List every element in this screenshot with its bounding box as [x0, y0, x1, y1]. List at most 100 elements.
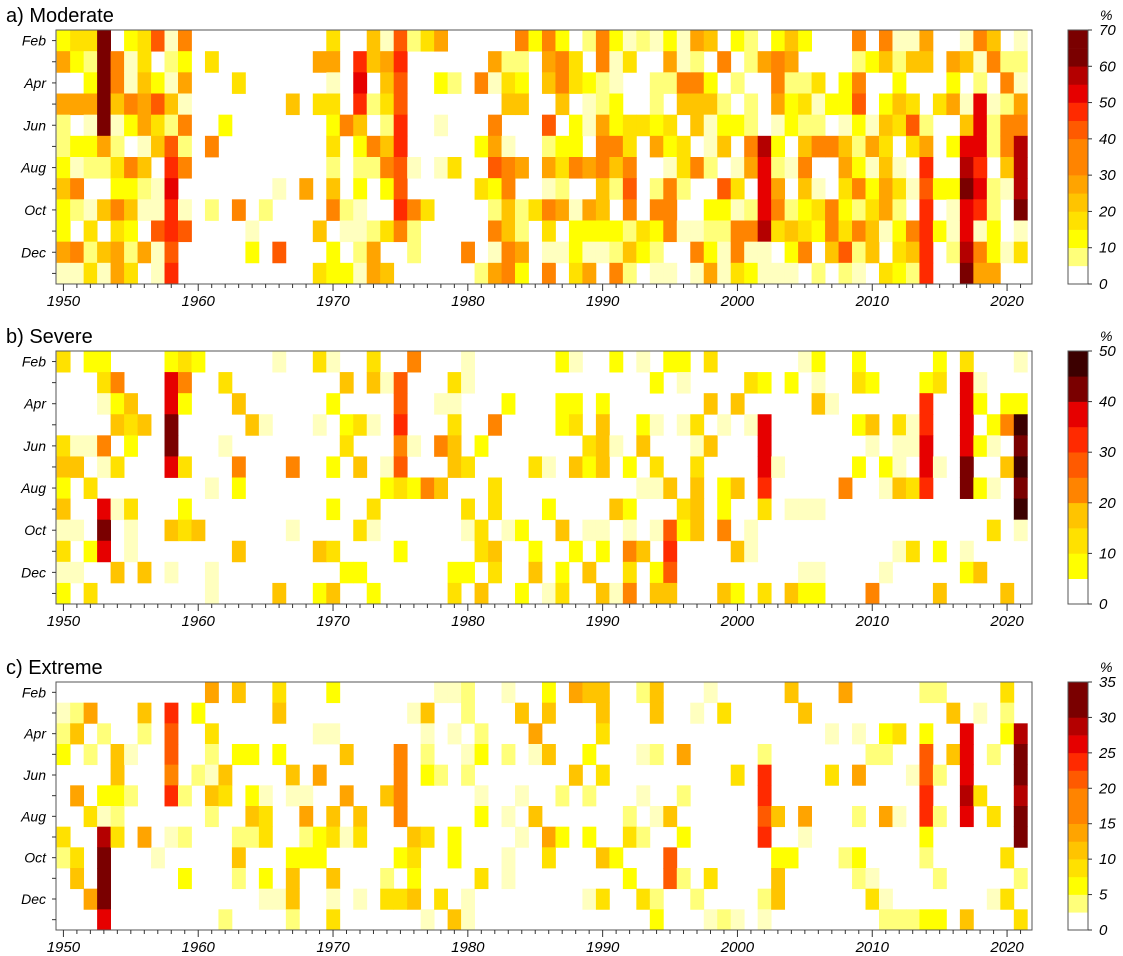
heatmap-cell — [973, 703, 987, 724]
heatmap-cell — [475, 520, 489, 541]
heatmap-cell — [946, 136, 960, 158]
x-tick-label: 1960 — [182, 613, 216, 630]
x-tick-label: 1990 — [586, 939, 620, 956]
heatmap-cell — [57, 178, 71, 200]
heatmap-cell — [663, 263, 677, 285]
heatmap-cell — [542, 72, 556, 94]
heatmap-cell — [434, 765, 448, 786]
heatmap-cell — [596, 765, 610, 786]
heatmap-cell — [771, 889, 785, 910]
heatmap-cell — [555, 51, 569, 73]
heatmap-cell — [502, 199, 516, 221]
heatmap-cell — [704, 94, 718, 116]
heatmap-cell — [866, 372, 880, 393]
heatmap-cell — [205, 785, 219, 806]
heatmap-cell — [394, 372, 408, 393]
heatmap-cell — [394, 478, 408, 499]
heatmap-cell — [717, 242, 731, 264]
heatmap-cell — [919, 806, 933, 827]
heatmap-cell — [650, 372, 664, 393]
heatmap-cell — [690, 263, 704, 285]
heatmap-cell — [178, 115, 192, 137]
heatmap-cell — [677, 868, 691, 889]
heatmap-cell — [933, 178, 947, 200]
heatmap-cell — [178, 136, 192, 158]
heatmap-cell — [866, 242, 880, 264]
heatmap-cell — [57, 351, 71, 372]
heatmap-cell — [919, 51, 933, 73]
heatmap-cell — [218, 909, 232, 930]
heatmap-cell — [394, 744, 408, 765]
heatmap-cell — [919, 178, 933, 200]
heatmap-cell — [1014, 351, 1028, 372]
heatmap-cell — [84, 263, 98, 285]
heatmap-cell — [313, 51, 327, 73]
heatmap-cell — [97, 456, 111, 477]
heatmap-cell — [960, 435, 974, 456]
heatmap-cell — [178, 94, 192, 116]
heatmap-cell — [933, 541, 947, 562]
heatmap-cell — [879, 30, 893, 52]
heatmap-cell — [1014, 723, 1028, 744]
heatmap-cell — [394, 30, 408, 52]
heatmap-cell — [245, 414, 259, 435]
heatmap-cell — [906, 478, 920, 499]
heatmap-cell — [960, 178, 974, 200]
heatmap-cell — [798, 499, 812, 520]
heatmap-cell — [785, 682, 799, 703]
heatmap-cell — [744, 242, 758, 264]
heatmap-cell — [960, 115, 974, 137]
heatmap-cell — [57, 199, 71, 221]
heatmap-cell — [812, 351, 826, 372]
heatmap-cell — [151, 115, 165, 137]
heatmap-cell — [879, 478, 893, 499]
heatmap-cell — [839, 115, 853, 137]
heatmap-cell — [353, 136, 367, 158]
heatmap-cell — [906, 221, 920, 243]
heatmap-cell — [380, 72, 394, 94]
heatmap-cell — [542, 682, 556, 703]
heatmap-cell — [690, 520, 704, 541]
colorbar-label: 10 — [1099, 240, 1116, 257]
heatmap-cell — [488, 199, 502, 221]
heatmap-cell — [839, 178, 853, 200]
heatmap-cell — [987, 806, 1001, 827]
heatmap-cell — [690, 115, 704, 137]
panel-title: a) Moderate — [6, 5, 114, 27]
heatmap-cell — [475, 723, 489, 744]
heatmap-cell — [502, 868, 516, 889]
heatmap-cell — [771, 456, 785, 477]
heatmap-cell — [124, 115, 138, 137]
heatmap-cell — [111, 51, 125, 73]
heatmap-cell — [704, 221, 718, 243]
colorbar-label: 5 — [1099, 887, 1108, 904]
heatmap-cell — [111, 806, 125, 827]
heatmap-cell — [124, 51, 138, 73]
heatmap-cell — [798, 562, 812, 583]
heatmap-cell — [609, 242, 623, 264]
heatmap-cells — [57, 682, 1028, 930]
heatmap-cell — [973, 263, 987, 285]
heatmap-cell — [946, 199, 960, 221]
heatmap-cell — [731, 221, 745, 243]
month-label: Aug — [20, 160, 46, 176]
heatmap-cell — [798, 703, 812, 724]
heatmap-cell — [973, 136, 987, 158]
heatmap-cell — [609, 72, 623, 94]
heatmap-cell — [286, 868, 300, 889]
heatmap-cell — [1000, 242, 1014, 264]
heatmap-cell — [178, 157, 192, 179]
heatmap-cell — [84, 478, 98, 499]
heatmap-cell — [380, 157, 394, 179]
heatmap-cell — [879, 889, 893, 910]
x-tick-label: 2020 — [989, 613, 1024, 630]
heatmap-cell — [596, 51, 610, 73]
heatmap-cell — [421, 827, 435, 848]
heatmap-cell — [245, 785, 259, 806]
heatmap-cell — [434, 115, 448, 137]
heatmap-cell — [165, 827, 179, 848]
month-label: Apr — [23, 75, 47, 91]
heatmap-cell — [542, 136, 556, 158]
heatmap-cell — [1014, 30, 1028, 52]
heatmap-cell — [744, 199, 758, 221]
